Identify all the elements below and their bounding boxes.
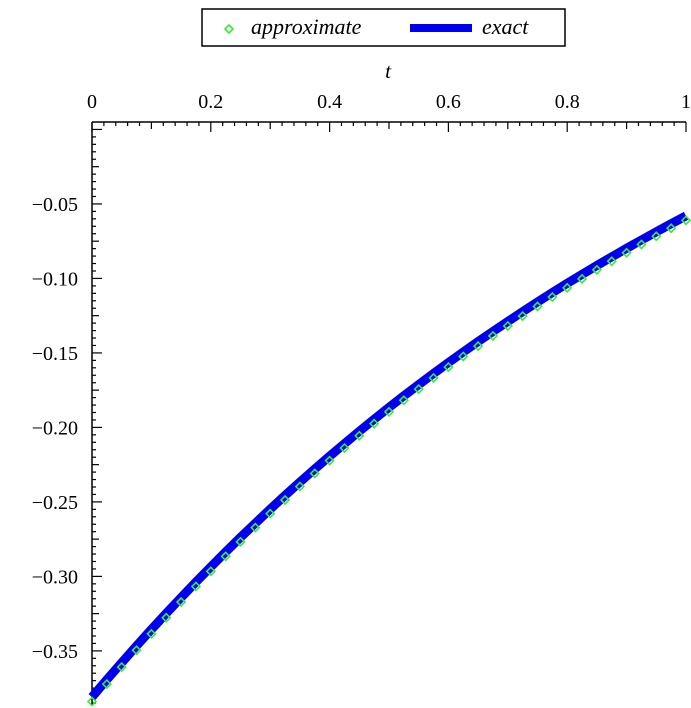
series-approximate-point — [101, 678, 112, 690]
series-approximate-point — [487, 330, 499, 342]
x-axis-title: t — [385, 59, 392, 83]
series-approximate-point — [636, 239, 647, 250]
series-approximate-point — [205, 566, 216, 577]
legend-box — [201, 8, 566, 47]
series-approximate-point — [116, 661, 127, 673]
series-approximate-point — [398, 395, 409, 406]
y-tick-label: −0.15 — [32, 343, 78, 365]
series-approximate-point — [443, 361, 454, 373]
legend-approximate-marker — [223, 23, 235, 35]
series-approximate-point — [532, 301, 543, 312]
y-ticks — [92, 128, 102, 704]
series-approximate-point — [369, 418, 380, 429]
x-tick-label: 1 — [681, 91, 691, 113]
x-tick-labels: 0 0.2 0.4 0.6 0.8 1 — [87, 91, 691, 113]
series-approximate-point — [220, 551, 231, 562]
series-approximate — [86, 215, 691, 707]
series-approximate-point — [190, 581, 202, 592]
series-approximate-point — [235, 536, 246, 547]
series-approximate-point — [250, 522, 261, 533]
series-approximate-point — [651, 231, 662, 242]
series-approximate-point — [666, 223, 677, 234]
y-tick-label: −0.05 — [32, 194, 78, 216]
x-tick-label: 0.6 — [436, 91, 461, 113]
series-approximate-point — [324, 455, 335, 466]
x-tick-label: 0 — [87, 91, 97, 113]
series-approximate-point — [547, 291, 558, 303]
series-approximate-point — [517, 310, 528, 322]
y-tick-label: −0.35 — [32, 641, 78, 663]
series-approximate-point — [502, 320, 513, 332]
series-approximate-point — [621, 247, 632, 258]
series-approximate-point — [131, 645, 142, 656]
x-tick-label: 0.4 — [317, 91, 342, 113]
series-approximate-point — [383, 406, 395, 418]
series-exact-line — [88, 211, 689, 700]
series-approximate-point — [576, 273, 588, 285]
x-tick-label: 0.8 — [555, 91, 580, 113]
series-approximate-point — [354, 430, 365, 441]
y-tick-label: −0.10 — [32, 268, 78, 290]
series-approximate-point — [279, 494, 291, 506]
y-tick-label: −0.25 — [32, 492, 78, 514]
y-tick-labels: −0.05 −0.10 −0.15 −0.20 −0.25 −0.30 −0.35 — [32, 194, 78, 663]
y-tick-label: −0.30 — [32, 566, 78, 588]
legend-approximate-label: approximate — [251, 14, 362, 39]
series-exact — [88, 211, 689, 700]
series-approximate-point — [413, 383, 424, 395]
series-approximate-point — [86, 696, 98, 707]
series-approximate-point — [472, 340, 484, 352]
series-approximate-point — [161, 612, 172, 623]
series-approximate-point — [606, 256, 617, 267]
series-approximate-point — [591, 264, 603, 276]
series-approximate-point — [146, 628, 157, 640]
series-approximate-point — [309, 468, 320, 479]
x-tick-label: 0.2 — [198, 91, 223, 113]
series-approximate-point — [265, 508, 276, 519]
x-ticks — [91, 122, 687, 132]
legend-exact-label: exact — [482, 14, 529, 39]
series-approximate-point — [428, 372, 439, 384]
legend: approximate exact — [201, 8, 566, 47]
series-approximate-point — [458, 351, 469, 362]
series-approximate-point — [562, 282, 573, 293]
y-tick-label: −0.20 — [32, 417, 78, 439]
series-approximate-point — [339, 442, 350, 454]
series-approximate-point — [680, 215, 691, 226]
series-approximate-point — [175, 596, 187, 608]
series-approximate-point — [294, 481, 306, 492]
